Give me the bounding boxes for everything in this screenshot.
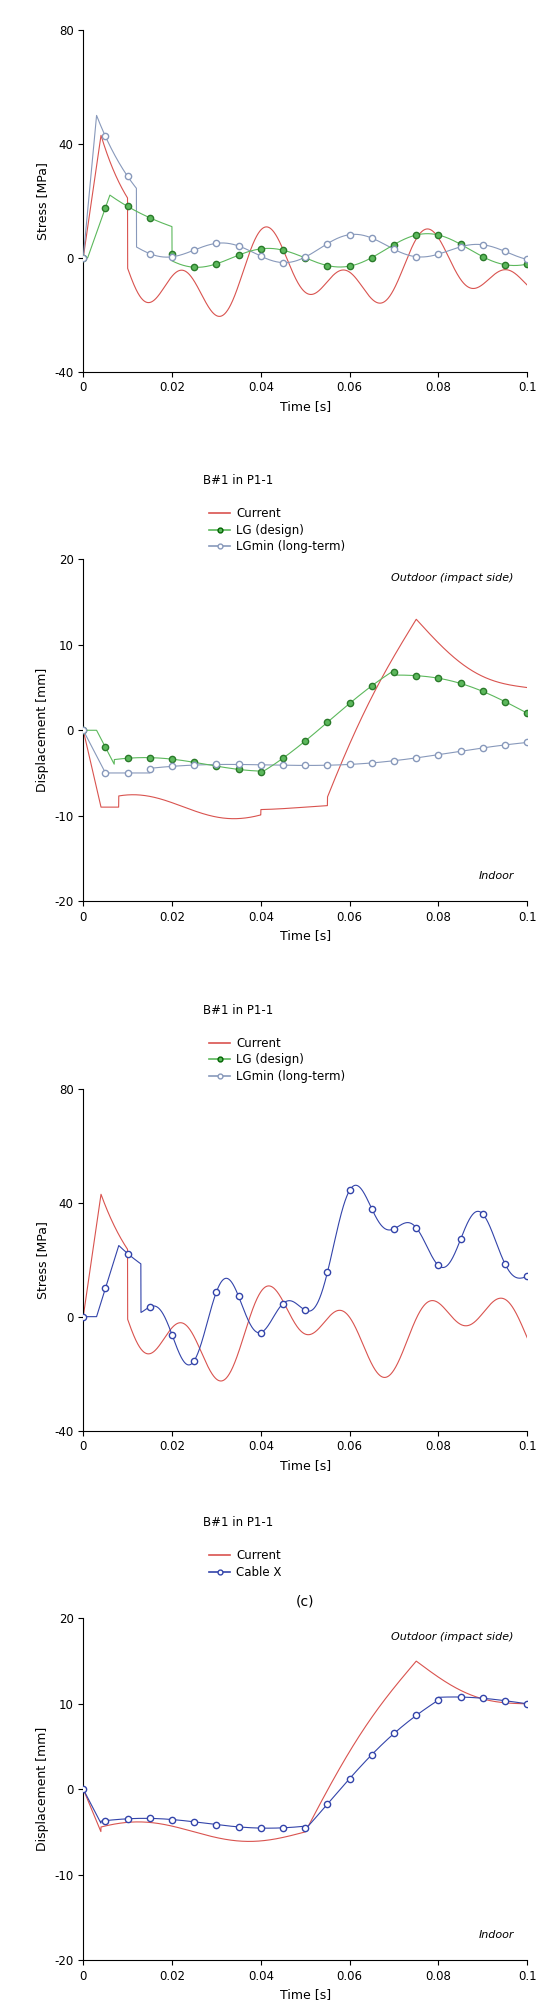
Text: (c): (c) (296, 1594, 315, 1608)
Legend: Current, LG (design), LGmin (long-term): Current, LG (design), LGmin (long-term) (209, 508, 345, 554)
X-axis label: Time [s]: Time [s] (280, 400, 331, 412)
X-axis label: Time [s]: Time [s] (280, 930, 331, 942)
Y-axis label: Stress [MPa]: Stress [MPa] (36, 162, 49, 240)
X-axis label: Time [s]: Time [s] (280, 1988, 331, 2000)
Y-axis label: Displacement [mm]: Displacement [mm] (36, 1728, 49, 1852)
Y-axis label: Stress [MPa]: Stress [MPa] (36, 1220, 49, 1298)
Text: Outdoor (impact side): Outdoor (impact side) (391, 1632, 514, 1642)
Text: Outdoor (impact side): Outdoor (impact side) (391, 574, 514, 584)
Text: (b): (b) (295, 1092, 315, 1106)
Text: B#1 in P1-1: B#1 in P1-1 (203, 474, 274, 488)
X-axis label: Time [s]: Time [s] (280, 1458, 331, 1472)
Y-axis label: Displacement [mm]: Displacement [mm] (36, 668, 49, 792)
Text: Indoor: Indoor (478, 870, 514, 880)
Legend: Current, LG (design), LGmin (long-term): Current, LG (design), LGmin (long-term) (209, 1036, 345, 1082)
Legend: Current, Cable X: Current, Cable X (209, 1550, 281, 1578)
Text: (a): (a) (295, 562, 315, 576)
Text: B#1 in P1-1: B#1 in P1-1 (203, 1004, 274, 1016)
Text: Indoor: Indoor (478, 1930, 514, 1940)
Text: B#1 in P1-1: B#1 in P1-1 (203, 1516, 274, 1528)
